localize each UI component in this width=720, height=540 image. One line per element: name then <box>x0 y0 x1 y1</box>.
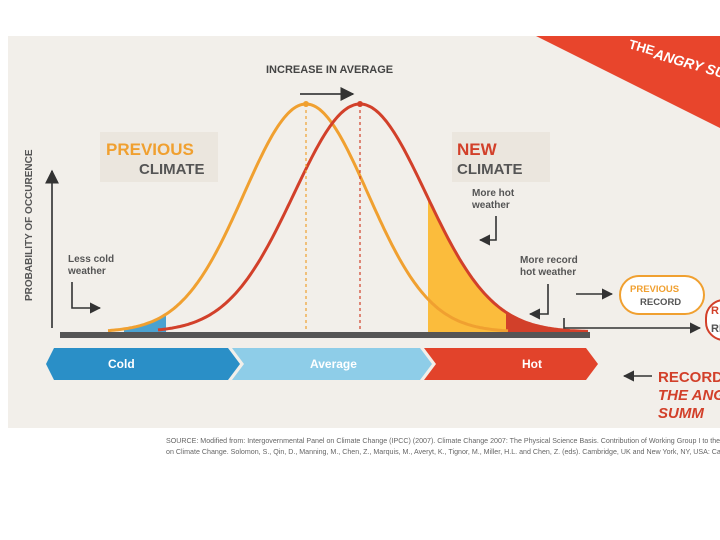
record-line1: RECORD <box>658 369 720 386</box>
banner-ribbon <box>536 36 720 128</box>
more-record-line2: hot weather <box>520 267 576 278</box>
new-record-cut-b: RE <box>711 323 720 335</box>
new-climate-curve <box>157 102 588 333</box>
new-record-badge <box>705 299 720 341</box>
new-climate-line2: CLIMATE <box>457 161 523 178</box>
previous-climate-box <box>100 132 218 182</box>
more-record-arrow <box>528 284 549 320</box>
y-axis-label: PROBABILITY OF OCCURENCE <box>24 149 35 301</box>
previous-record-badge <box>619 275 705 315</box>
new-climate-line1: NEW <box>457 140 498 159</box>
climate-diagram: THE ANGRY SU PROBABILITY OF OCCURENCE IN… <box>24 36 720 422</box>
more-hot-line2: weather <box>471 200 510 211</box>
less-cold-line2: weather <box>67 266 106 277</box>
new-climate-box <box>452 132 550 182</box>
more-hot-fill <box>428 197 506 332</box>
record-hot-fill <box>506 312 588 332</box>
new-peak-dot <box>357 101 363 107</box>
average-segment <box>232 348 432 380</box>
increase-label: INCREASE IN AVERAGE <box>266 64 393 76</box>
new-record-cut-a: R <box>711 305 719 317</box>
new-record-arrow <box>563 318 702 334</box>
previous-record-line1: PREVIOUS <box>630 284 679 295</box>
hot-label: Hot <box>522 357 542 371</box>
more-hot-arrow <box>478 216 497 246</box>
previous-peak-dot <box>303 101 309 107</box>
cold-label: Cold <box>108 357 135 371</box>
less-cold-arrow <box>71 282 102 314</box>
less-cold-line1: Less cold <box>68 254 114 265</box>
previous-climate-line1: PREVIOUS <box>106 140 194 159</box>
record-line2: THE ANGR <box>658 387 720 404</box>
hot-segment <box>424 348 598 380</box>
banner-line1: THE <box>627 36 656 58</box>
record-line3: SUMM <box>658 405 704 422</box>
source-line1: SOURCE: Modified from: Intergovernmental… <box>166 437 720 445</box>
previous-climate-line2: CLIMATE <box>139 161 205 178</box>
more-record-line1: More record <box>520 255 578 266</box>
cold-segment <box>46 348 240 380</box>
diagram-panel: THE ANGRY SU PROBABILITY OF OCCURENCE IN… <box>8 36 720 428</box>
baseline-bar <box>60 332 590 338</box>
source-citation: SOURCE: Modified from: Intergovernmental… <box>166 436 720 468</box>
previous-record-line2: RECORD <box>640 297 681 308</box>
source-line2: on Climate Change. Solomon, S., Qin, D.,… <box>166 448 720 456</box>
average-label: Average <box>310 357 357 371</box>
more-hot-line1: More hot <box>472 188 515 199</box>
